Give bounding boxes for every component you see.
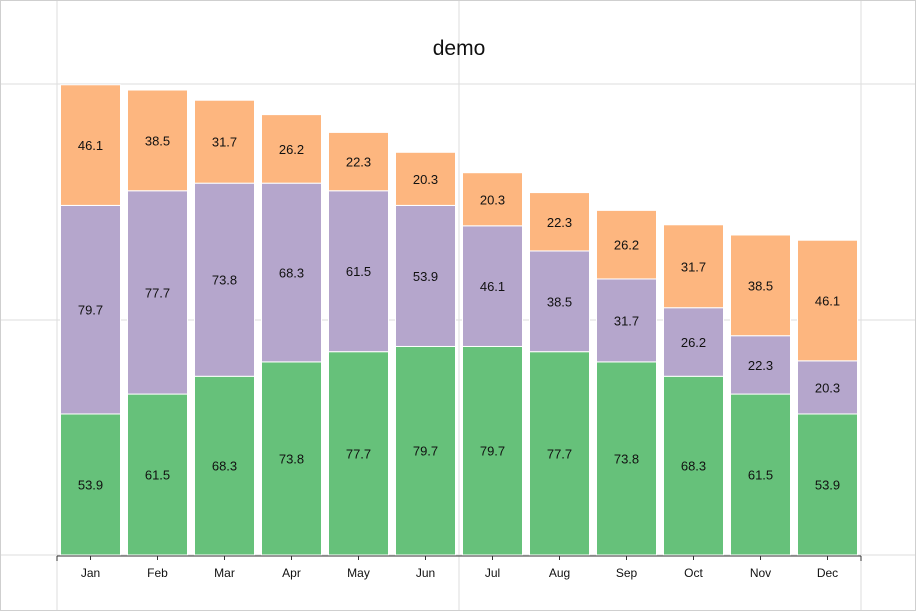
data-label: 68.3	[681, 459, 706, 474]
bar-segment-may-2	[328, 190, 389, 353]
x-tick-label: Feb	[147, 566, 168, 580]
bar-segment-may-1	[328, 351, 389, 556]
data-label: 73.8	[279, 451, 304, 466]
data-label: 77.7	[547, 446, 572, 461]
bar-segment-feb-3	[127, 89, 188, 192]
bar-segment-feb-2	[127, 190, 188, 395]
data-label: 73.8	[614, 451, 639, 466]
data-label: 26.2	[279, 142, 304, 157]
data-label: 22.3	[547, 215, 572, 230]
data-label: 38.5	[547, 294, 572, 309]
data-label: 61.5	[346, 264, 371, 279]
data-label: 26.2	[681, 335, 706, 350]
x-tick-label: Nov	[750, 566, 771, 580]
data-label: 46.1	[78, 138, 103, 153]
data-label: 20.3	[480, 192, 505, 207]
bar-segment-apr-2	[261, 182, 322, 363]
data-label: 79.7	[413, 444, 438, 459]
bar-segment-aug-1	[529, 351, 590, 556]
bar-segment-aug-3	[529, 192, 590, 252]
data-label: 46.1	[815, 294, 840, 309]
data-label: 20.3	[815, 380, 840, 395]
bar-segment-jan-1	[60, 413, 121, 556]
bar-segment-jan-3	[60, 84, 121, 206]
bar-segment-sep-3	[596, 209, 657, 280]
bar-segment-jul-1	[462, 345, 523, 556]
bar-segment-oct-1	[663, 375, 724, 556]
bar-segment-aug-2	[529, 250, 590, 353]
x-tick-label: Mar	[214, 566, 235, 580]
x-tick-label: Sep	[616, 566, 638, 580]
x-tick-label: Jun	[416, 566, 435, 580]
data-label: 31.7	[681, 259, 706, 274]
data-label: 31.7	[212, 135, 237, 150]
bar-segment-jun-2	[395, 204, 456, 347]
x-tick-label: Apr	[282, 566, 301, 580]
data-label: 73.8	[212, 273, 237, 288]
bar-segment-apr-1	[261, 361, 322, 556]
bars-group: 53.9 79.7 46.1 61.5 77.7 38.5 68.3 73.8 31.7 73.8…	[60, 84, 858, 556]
data-label: 38.5	[145, 133, 170, 148]
data-label: 77.7	[346, 446, 371, 461]
data-label: 53.9	[413, 269, 438, 284]
x-tick-label: May	[347, 566, 370, 580]
bar-segment-jun-1	[395, 345, 456, 556]
data-label: 77.7	[145, 285, 170, 300]
bar-segment-jul-3	[462, 172, 523, 227]
bar-segment-jan-2	[60, 204, 121, 415]
data-label: 22.3	[346, 155, 371, 170]
bar-segment-sep-2	[596, 278, 657, 363]
bar-segment-dec-2	[797, 360, 858, 415]
x-axis: Jan Feb Mar Apr May Jun Jul Aug Sep Oct Nov Dec	[56, 555, 862, 580]
data-label: 61.5	[145, 468, 170, 483]
data-label: 26.2	[614, 238, 639, 253]
x-tick-label: Jan	[81, 566, 100, 580]
bar-segment-jun-3	[395, 151, 456, 206]
x-tick-label: Dec	[817, 566, 838, 580]
data-label: 79.7	[480, 444, 505, 459]
bar-segment-may-3	[328, 131, 389, 192]
bar-segment-sep-1	[596, 361, 657, 556]
data-label: 68.3	[212, 459, 237, 474]
bar-segment-mar-2	[194, 182, 255, 377]
data-label: 61.5	[748, 468, 773, 483]
x-tick-label: Jul	[485, 566, 500, 580]
data-label: 22.3	[748, 358, 773, 373]
bar-segment-mar-1	[194, 375, 255, 556]
data-label: 53.9	[815, 477, 840, 492]
data-label: 31.7	[614, 313, 639, 328]
x-tick-label: Oct	[684, 566, 703, 580]
bar-segment-apr-3	[261, 114, 322, 184]
data-label: 79.7	[78, 303, 103, 318]
data-label: 53.9	[78, 477, 103, 492]
data-label: 46.1	[480, 279, 505, 294]
bar-segment-mar-3	[194, 99, 255, 184]
x-tick-label: Aug	[549, 566, 570, 580]
chart-title: demo	[433, 37, 486, 60]
data-label: 38.5	[748, 278, 773, 293]
bar-segment-jul-2	[462, 225, 523, 347]
bar-segment-dec-1	[797, 413, 858, 556]
bar-segment-dec-3	[797, 239, 858, 362]
data-label: 68.3	[279, 266, 304, 281]
bar-segment-oct-3	[663, 224, 724, 309]
data-label: 20.3	[413, 172, 438, 187]
bar-segment-nov-3	[730, 234, 791, 337]
bar-segment-feb-1	[127, 393, 188, 556]
